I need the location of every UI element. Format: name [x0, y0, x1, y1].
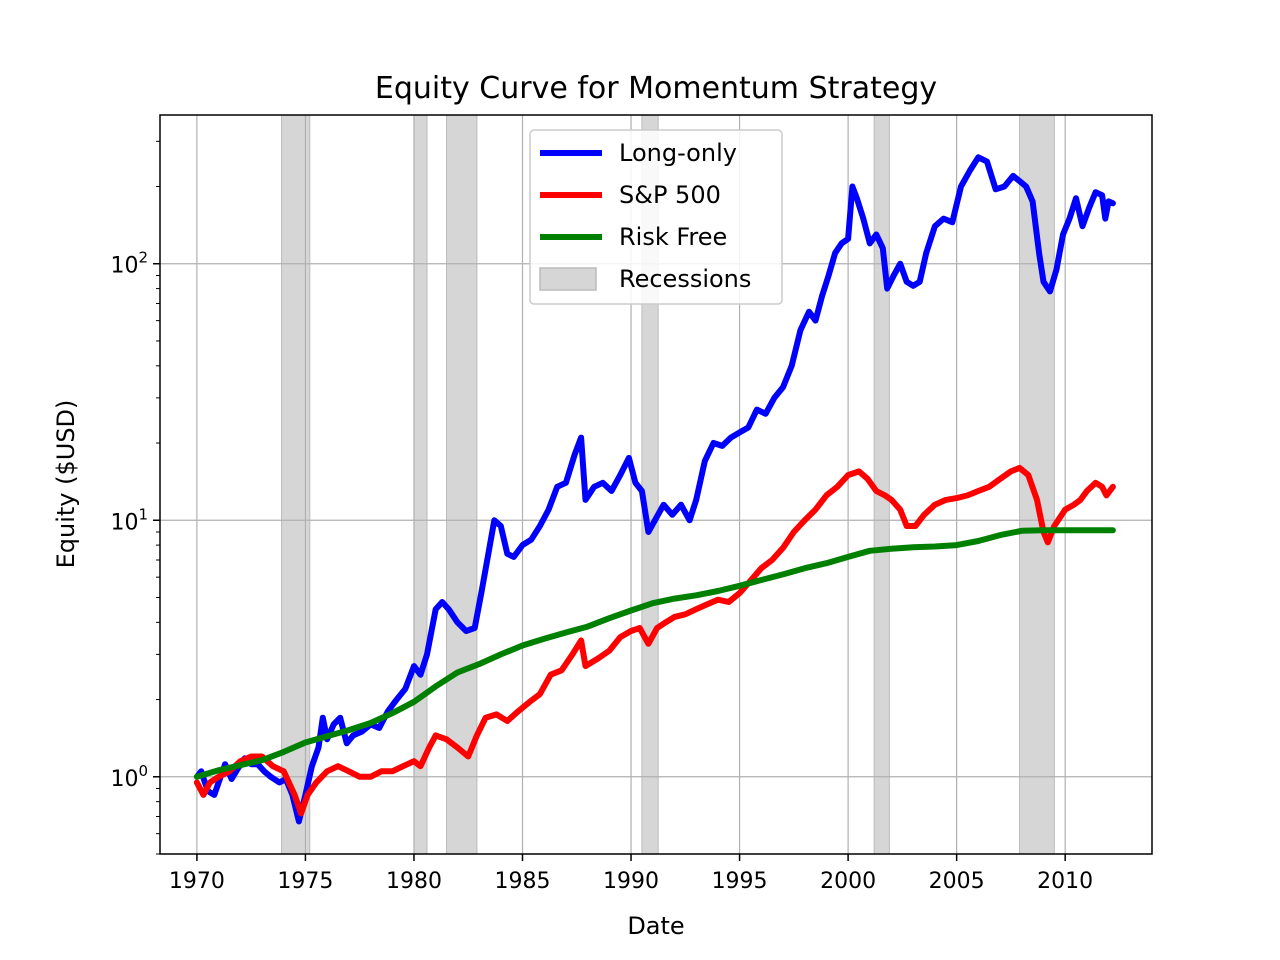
- x-tick-label: 1970: [169, 869, 225, 894]
- x-tick-label: 2010: [1037, 869, 1093, 894]
- y-tick-label: 101: [110, 505, 148, 535]
- legend-label-long-only: Long-only: [619, 139, 737, 167]
- y-axis-label: Equity ($USD): [52, 400, 80, 569]
- legend-label-risk-free: Risk Free: [619, 223, 727, 251]
- x-axis-ticks: 1970 1975 1980 1985 1990 1995 2000 2005 2010: [169, 854, 1093, 894]
- x-tick-label: 2005: [929, 869, 985, 894]
- x-tick-label: 1980: [386, 869, 442, 894]
- x-tick-label: 1995: [712, 869, 768, 894]
- legend: Long-only S&P 500 Risk Free Recessions: [529, 129, 783, 305]
- legend-swatch-recessions: [539, 267, 597, 291]
- x-tick-label: 2000: [820, 869, 876, 894]
- x-axis-label: Date: [627, 912, 684, 940]
- series-line-risk-free: [193, 527, 1116, 780]
- y-tick-label: 100: [110, 762, 148, 792]
- legend-box: [529, 129, 783, 305]
- y-axis-ticks: 100 101 102: [110, 140, 160, 855]
- legend-label-recessions: Recessions: [619, 265, 751, 293]
- x-tick-label: 1985: [495, 869, 551, 894]
- x-tick-label: 1990: [603, 869, 659, 894]
- y-tick-label: 102: [110, 249, 148, 279]
- x-tick-label: 1975: [277, 869, 333, 894]
- chart-title: Equity Curve for Momentum Strategy: [375, 71, 937, 106]
- series-lines: [193, 154, 1116, 825]
- recession-band: [873, 114, 890, 855]
- series-line-s-p-500: [193, 464, 1116, 817]
- legend-label-sp500: S&P 500: [619, 181, 721, 209]
- plot-frame: [159, 114, 1153, 855]
- recession-band: [413, 114, 428, 855]
